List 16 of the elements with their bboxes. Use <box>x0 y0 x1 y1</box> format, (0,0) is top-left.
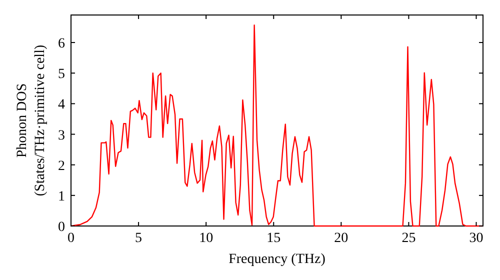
y-tick-label: 4 <box>58 98 65 113</box>
x-tick-label: 5 <box>135 231 142 246</box>
x-tick-label: 15 <box>266 231 281 246</box>
x-axis-title: Frequency (THz) <box>228 252 326 267</box>
y-tick-label: 3 <box>58 128 65 144</box>
x-tick-label: 30 <box>469 231 484 246</box>
x-tick-label: 0 <box>68 231 74 246</box>
y-axis-title: Phonon DOS (States/THz·primitive cell) <box>15 44 48 196</box>
x-tick-label: 20 <box>334 231 348 246</box>
y-tick-label: 0 <box>58 220 65 235</box>
y-tick-label: 5 <box>58 67 65 82</box>
y-tick-label: 6 <box>58 36 65 52</box>
y-tick-label: 2 <box>58 158 65 174</box>
x-tick-label: 25 <box>402 231 416 246</box>
x-tick-label: 10 <box>199 231 214 246</box>
y-tick-label: 1 <box>58 189 65 204</box>
